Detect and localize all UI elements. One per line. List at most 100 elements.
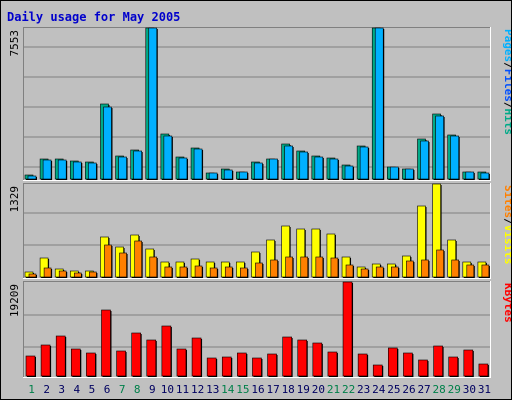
legend-part: Files	[502, 69, 511, 102]
files-bar	[390, 166, 399, 180]
legend-part: /	[502, 62, 511, 69]
sites-bar	[119, 252, 127, 278]
ymax-label: 19209	[8, 284, 21, 317]
files-bar	[27, 175, 37, 180]
sites-bar	[406, 260, 414, 278]
sites-bar	[391, 266, 399, 278]
files-bar	[450, 135, 460, 180]
legend-part: Sites	[502, 185, 511, 218]
sites-bar	[315, 256, 324, 278]
series-legend: Pages/Files/Hits	[502, 29, 511, 135]
sites-bar	[285, 256, 293, 278]
sites-bar	[164, 266, 173, 278]
x-tick-label: 27	[417, 383, 430, 396]
kbytes-bar	[388, 347, 398, 377]
kbytes-bar	[25, 355, 36, 377]
x-tick-label: 19	[297, 383, 310, 396]
series-legend: Sites/Visits	[502, 185, 511, 265]
x-tick-label: 9	[149, 383, 156, 396]
x-tick-label: 8	[134, 383, 141, 396]
x-tick-label: 16	[251, 383, 264, 396]
x-tick-label: 3	[58, 383, 65, 396]
x-tick-label: 6	[104, 383, 111, 396]
files-bar	[344, 165, 354, 180]
sites-bar	[345, 264, 354, 278]
x-tick-label: 1	[28, 383, 35, 396]
x-tick-label: 29	[448, 383, 461, 396]
kbytes-bar	[40, 344, 51, 377]
x-tick-label: 23	[357, 383, 370, 396]
files-bar	[88, 162, 97, 180]
kbytes-bar	[418, 359, 428, 377]
panel-1: 7553 Pages/Files/Hits	[8, 27, 511, 181]
files-bar	[269, 158, 278, 180]
legend-part: KBytes	[502, 283, 511, 323]
sites-bar	[360, 268, 369, 278]
x-tick-label: 20	[312, 383, 325, 396]
sites-bar	[194, 265, 203, 278]
kbytes-bar	[55, 335, 66, 377]
sites-bar	[89, 271, 97, 278]
sites-bar	[300, 256, 309, 278]
ymax-label: 7553	[8, 30, 21, 57]
legend-part: Visits	[502, 225, 511, 265]
x-tick-label: 13	[206, 383, 219, 396]
sites-bar	[466, 264, 475, 278]
files-bar	[72, 161, 82, 180]
panel-2: 1329 Sites/Visits	[8, 183, 511, 279]
kbytes-bar	[86, 352, 96, 377]
kbytes-bar	[327, 351, 338, 377]
files-bar	[480, 172, 490, 180]
x-tick-label: 15	[236, 383, 249, 396]
kbytes-bar	[478, 363, 489, 377]
sites-bar	[436, 249, 444, 278]
kbytes-bar	[267, 353, 277, 377]
legend-part: /	[502, 102, 511, 109]
kbytes-bar	[282, 336, 292, 377]
files-bar	[314, 156, 324, 180]
x-tick-label: 14	[221, 383, 235, 396]
files-bar	[284, 145, 293, 180]
files-bar	[133, 150, 142, 180]
kbytes-bar	[237, 352, 247, 377]
files-bar	[420, 140, 429, 180]
kbytes-bar	[312, 342, 323, 377]
sites-bar	[28, 273, 37, 278]
files-bar	[178, 157, 188, 180]
x-tick-label: 11	[176, 383, 189, 396]
sites-bar	[134, 240, 142, 278]
x-tick-label: 12	[191, 383, 204, 396]
files-bar	[359, 146, 369, 180]
kbytes-bar	[252, 357, 262, 377]
x-tick-label: 7	[119, 383, 126, 396]
x-tick-label: 2	[43, 383, 50, 396]
legend-part: /	[502, 218, 511, 225]
files-bar	[329, 158, 339, 180]
series-legend: KBytes	[502, 283, 511, 323]
x-tick-label: 17	[266, 383, 279, 396]
kbytes-bar	[116, 350, 126, 377]
kbytes-bar	[70, 348, 81, 377]
files-bar	[435, 115, 444, 180]
x-tick-label: 31	[478, 383, 491, 396]
files-bar	[405, 168, 414, 180]
x-tick-label: 24	[372, 383, 386, 396]
x-tick-label: 26	[402, 383, 415, 396]
kbytes-bar	[206, 357, 217, 377]
files-bar	[239, 171, 248, 180]
kbytes-bar	[221, 356, 232, 377]
x-tick-label: 4	[74, 383, 81, 396]
files-bar	[254, 162, 263, 180]
kbytes-bar	[131, 332, 141, 377]
sites-bar	[375, 266, 384, 278]
kbytes-bar	[357, 353, 368, 377]
files-bar	[465, 171, 475, 180]
files-bar	[148, 27, 158, 180]
kbytes-bar	[191, 337, 202, 377]
sites-bar	[73, 272, 82, 278]
x-tick-label: 30	[463, 383, 476, 396]
x-tick-label: 10	[161, 383, 174, 396]
sites-bar	[58, 270, 67, 278]
